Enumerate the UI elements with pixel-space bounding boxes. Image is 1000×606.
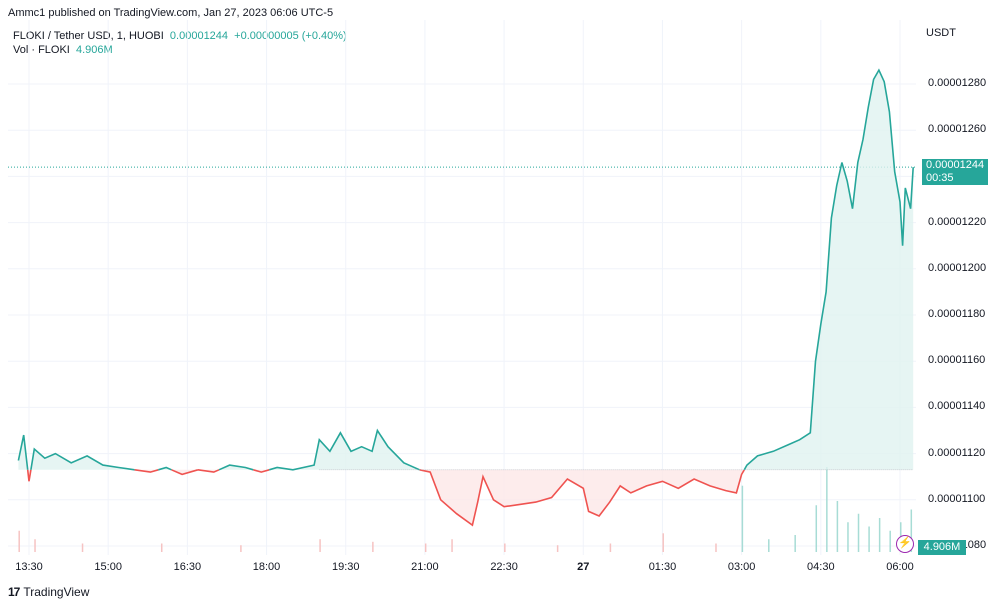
x-tick-label: 01:30 (648, 561, 677, 573)
volume-bar (18, 530, 20, 552)
volume-label[interactable]: Vol · FLOKI (13, 44, 70, 56)
price-line-up (30, 447, 135, 471)
x-tick-label: 21:00 (411, 561, 439, 573)
x-tick-label: 19:30 (331, 561, 360, 573)
last-volume-tag: 4.906M (918, 540, 966, 555)
price-line-down (419, 469, 745, 527)
x-tick-label: 16:30 (173, 561, 202, 573)
volume-bar (81, 543, 84, 552)
volume-bar (857, 513, 860, 552)
price-line-up (158, 466, 172, 471)
y-tick-label: 0.00001180 (928, 308, 986, 320)
price-line-up (268, 428, 420, 471)
price-line-down (253, 469, 270, 473)
tradingview-logo-icon: 17 (8, 585, 20, 599)
volume-bar (847, 522, 849, 552)
volume-bar (815, 505, 818, 552)
price-line-up (218, 464, 254, 471)
y-tick-label: 0.00001140 (928, 400, 986, 413)
volume-bar (662, 533, 664, 552)
volume-bar (424, 543, 427, 552)
volume-bar (836, 501, 839, 552)
publisher-line: Ammc1 published on TradingView.com, Jan … (8, 7, 334, 19)
volume-bar (372, 541, 374, 552)
y-tick-label: 0.00001120 (928, 446, 986, 459)
lightning-icon[interactable]: ⚡ (896, 535, 914, 553)
x-tick-label: 15:00 (94, 561, 122, 573)
volume-bar (741, 485, 744, 552)
volume-bar (319, 539, 321, 552)
price-line-down (171, 469, 199, 476)
legend: FLOKI / Tether USD, 1, HUOBI 0.00001244 … (13, 29, 347, 57)
volume-bar (556, 545, 559, 552)
last-price-value: 0.00001244 (926, 159, 985, 171)
price-line-down (26, 469, 32, 482)
brand-name: TradingView (23, 585, 90, 599)
volume-bar (868, 526, 870, 552)
volume-bar (34, 539, 36, 552)
y-tick-label: 0.00001100 (928, 492, 986, 505)
price-line-up (743, 68, 914, 471)
x-tick-label: 04:30 (807, 561, 835, 573)
price-lines (17, 68, 914, 527)
volume-bar (504, 543, 506, 552)
volume-bar (768, 539, 770, 552)
volume-bar (794, 535, 796, 552)
volume-bar (715, 543, 717, 552)
last-price-tag: 0.00001244 00:35 (922, 159, 988, 185)
x-tick-label: 18:00 (252, 561, 281, 573)
x-tick-label: 06:00 (886, 561, 914, 573)
x-tick-label: 22:30 (490, 561, 518, 573)
x-tick-label: 27 (577, 561, 590, 573)
volume-bar (240, 545, 242, 552)
y-tick-label: 0.00001260 (928, 123, 987, 136)
price-line-down (197, 469, 220, 473)
x-tick-label: 03:00 (727, 561, 756, 573)
y-tick-label: 0.00001200 (928, 261, 987, 274)
y-tick-label: 0.00001220 (928, 215, 987, 228)
y-tick-label: 0.00001160 (928, 354, 986, 367)
x-tick-label: 13:30 (15, 561, 43, 573)
volume-bars (18, 467, 913, 552)
legend-price: 0.00001244 (169, 30, 229, 42)
volume-value: 4.906M (75, 44, 113, 56)
area-above-baseline (30, 449, 135, 470)
volume-bar (889, 530, 891, 552)
symbol-label[interactable]: FLOKI / Tether USD, 1, HUOBI (13, 30, 164, 42)
area-above-baseline (744, 70, 914, 470)
bar-countdown: 00:35 (926, 172, 954, 184)
area-below-baseline (419, 469, 745, 526)
volume-bar (826, 467, 828, 552)
volume-bar (451, 539, 453, 552)
volume-bar (878, 518, 881, 552)
axis-unit-label: USDT (926, 27, 956, 39)
area-above-baseline (269, 430, 420, 470)
area-above-baseline (18, 435, 28, 470)
legend-change: +0.00000005 (+0.40%) (234, 30, 347, 42)
price-line-up (17, 434, 29, 470)
price-areas (18, 70, 914, 526)
price-line-down (134, 469, 159, 473)
tradingview-brand[interactable]: 17 TradingView (8, 585, 89, 599)
y-tick-label: 0.00001280 (928, 77, 987, 89)
volume-bar (910, 509, 913, 552)
volume-bar (160, 543, 163, 552)
volume-bar (609, 543, 612, 552)
